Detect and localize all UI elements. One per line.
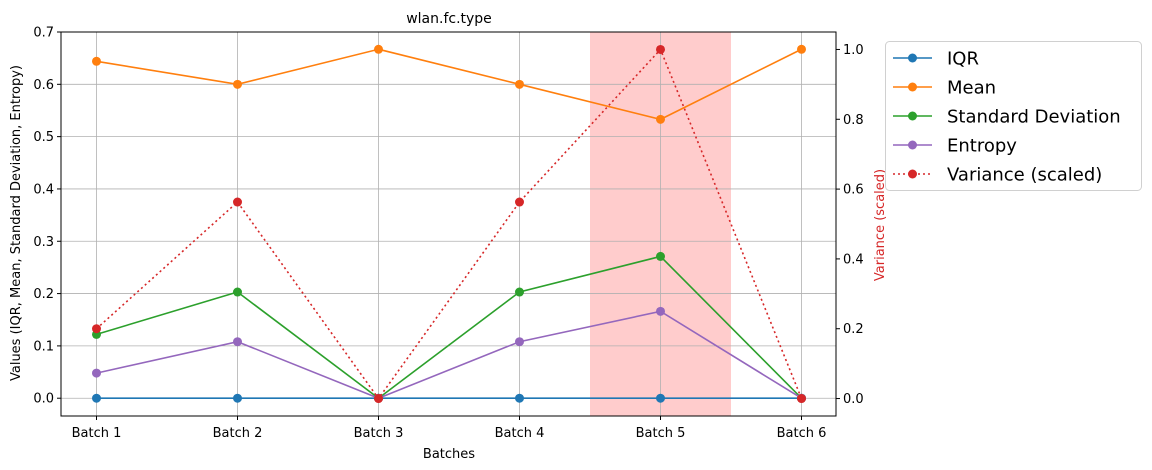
data-point-mean xyxy=(515,79,524,89)
series-line-standard-deviation xyxy=(96,255,803,400)
data-point-standard-deviation xyxy=(233,287,242,297)
legend: IQR Mean Standard Deviation Entropy Variance… xyxy=(885,41,1142,191)
data-point-variance-scaled xyxy=(233,197,242,207)
data-point-entropy xyxy=(92,368,101,378)
data-point-variance-scaled xyxy=(515,197,524,207)
legend-marker xyxy=(908,82,917,92)
y-axis-label: Values (IQR, Mean, Standard Deviation, E… xyxy=(9,65,24,381)
data-point-mean xyxy=(374,44,383,54)
data-point-standard-deviation xyxy=(656,251,665,261)
data-point-variance-scaled xyxy=(374,394,383,404)
y2-tick-label: 0.2 xyxy=(843,322,864,337)
chart-title: wlan.fc.type xyxy=(406,11,492,27)
x-tick-label: Batch 1 xyxy=(72,426,122,441)
data-point-iqr xyxy=(656,393,665,403)
legend-label: Variance (scaled) xyxy=(947,165,1102,186)
y-tick-label: 0.1 xyxy=(33,339,54,354)
data-point-mean xyxy=(797,44,806,54)
series-line-entropy xyxy=(96,310,802,400)
y-tick-label: 0.3 xyxy=(33,235,54,250)
data-point-mean xyxy=(92,56,101,66)
legend-label: Entropy xyxy=(947,136,1017,157)
x-tick-label: Batch 4 xyxy=(495,426,545,441)
data-point-iqr xyxy=(515,393,524,403)
legend-marker xyxy=(908,111,917,121)
data-point-mean xyxy=(233,79,242,89)
legend-marker xyxy=(908,140,917,150)
plot-area-frame xyxy=(60,31,837,417)
x-axis-label: Batches xyxy=(423,447,475,462)
y-tick-label: 0.7 xyxy=(33,26,54,41)
y2-tick-label: 0.4 xyxy=(843,252,864,267)
legend-marker xyxy=(908,169,917,179)
data-point-iqr xyxy=(92,393,101,403)
y2-axis-label: Variance (scaled) xyxy=(873,169,888,281)
series-line-mean xyxy=(96,48,802,121)
legend-label: IQR xyxy=(947,49,979,70)
legend-marker xyxy=(908,53,917,63)
data-point-mean xyxy=(656,114,665,124)
x-tick-label: Batch 6 xyxy=(777,426,827,441)
y2-tick-label: 0.8 xyxy=(843,113,864,128)
legend-label: Mean xyxy=(947,78,996,99)
data-point-entropy xyxy=(515,337,524,347)
y2-tick-label: 0.0 xyxy=(843,392,864,407)
data-point-entropy xyxy=(656,306,665,316)
y-tick-label: 0.6 xyxy=(33,78,54,93)
data-point-iqr xyxy=(233,393,242,403)
y-tick-label: 0.2 xyxy=(33,287,54,302)
data-point-variance-scaled xyxy=(92,324,101,334)
legend-box xyxy=(885,41,1142,191)
data-point-standard-deviation xyxy=(515,287,524,297)
x-tick-label: Batch 2 xyxy=(213,426,263,441)
legend-label: Standard Deviation xyxy=(947,107,1121,128)
y-tick-label: 0.4 xyxy=(33,182,54,197)
data-point-entropy xyxy=(233,337,242,347)
data-point-variance-scaled xyxy=(797,394,806,404)
y2-tick-label: 0.6 xyxy=(843,183,864,198)
y-tick-label: 0.0 xyxy=(33,392,54,407)
x-tick-label: Batch 5 xyxy=(636,426,686,441)
y-tick-label: 0.5 xyxy=(33,130,54,145)
data-point-variance-scaled xyxy=(656,44,665,54)
x-tick-label: Batch 3 xyxy=(354,426,404,441)
y2-tick-label: 1.0 xyxy=(843,43,864,58)
